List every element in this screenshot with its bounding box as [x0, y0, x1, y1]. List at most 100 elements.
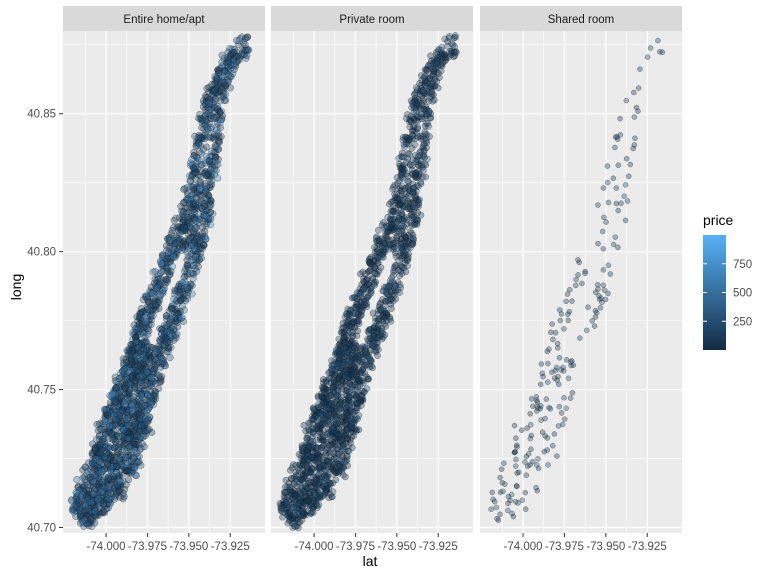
- data-point: [577, 335, 583, 341]
- data-point: [142, 337, 150, 346]
- data-point: [98, 487, 106, 496]
- data-point: [115, 375, 123, 383]
- x-tick-label: -73.950: [586, 541, 625, 553]
- data-point: [156, 335, 164, 344]
- data-point: [561, 395, 567, 401]
- data-point: [104, 483, 112, 491]
- data-point: [78, 518, 86, 526]
- data-point: [489, 489, 496, 496]
- data-point: [513, 456, 519, 463]
- data-point: [201, 202, 209, 211]
- data-point: [414, 124, 422, 131]
- data-point: [394, 286, 401, 294]
- data-point: [309, 509, 317, 517]
- data-point: [303, 496, 310, 504]
- data-point: [612, 144, 618, 151]
- data-point: [592, 289, 599, 296]
- data-point: [523, 472, 530, 478]
- data-point: [314, 454, 321, 462]
- data-point: [156, 374, 164, 382]
- data-point: [394, 179, 401, 187]
- data-point: [411, 94, 419, 102]
- data-point: [336, 405, 344, 413]
- data-point: [566, 308, 573, 315]
- data-point: [91, 507, 99, 515]
- data-point: [294, 472, 301, 480]
- data-point: [524, 425, 530, 431]
- data-point: [135, 457, 143, 465]
- data-point: [557, 317, 564, 324]
- data-point: [135, 320, 144, 328]
- data-point: [497, 511, 503, 518]
- data-point: [622, 217, 629, 224]
- x-tick-label: -73.975: [545, 541, 584, 553]
- data-point: [341, 372, 349, 380]
- data-point: [304, 441, 312, 449]
- data-point: [398, 149, 406, 157]
- data-point: [159, 358, 167, 366]
- y-tick-label: 40.70: [27, 522, 56, 534]
- data-point: [72, 504, 80, 512]
- data-point: [537, 381, 544, 388]
- data-point: [424, 119, 432, 127]
- data-point: [591, 323, 598, 329]
- data-point: [163, 255, 171, 263]
- data-point: [538, 361, 545, 367]
- data-point: [355, 351, 362, 359]
- data-point: [624, 198, 631, 204]
- data-point: [564, 291, 571, 297]
- data-point: [81, 463, 89, 471]
- data-point: [120, 359, 128, 367]
- data-point: [514, 444, 520, 450]
- data-point: [442, 56, 450, 63]
- data-point: [208, 147, 216, 155]
- data-point: [388, 274, 396, 282]
- data-point: [224, 53, 232, 61]
- data-point: [106, 422, 114, 430]
- data-point: [597, 305, 604, 311]
- data-point: [186, 177, 194, 185]
- data-point: [371, 249, 379, 256]
- data-point: [375, 226, 382, 234]
- data-point: [276, 500, 284, 507]
- data-point: [354, 378, 361, 386]
- data-point: [613, 200, 620, 207]
- data-point: [338, 324, 346, 332]
- data-point: [491, 498, 498, 505]
- data-point: [180, 224, 188, 232]
- data-point: [573, 276, 579, 283]
- data-point: [345, 447, 353, 455]
- data-point: [171, 286, 179, 294]
- data-point: [215, 68, 223, 76]
- data-point: [103, 411, 111, 419]
- data-point: [131, 417, 139, 425]
- data-point: [330, 374, 338, 382]
- data-point: [357, 291, 364, 298]
- data-point: [395, 216, 403, 224]
- data-point: [659, 49, 666, 56]
- data-point: [213, 126, 221, 134]
- data-point: [512, 499, 519, 505]
- data-point: [647, 45, 654, 51]
- data-point: [561, 326, 567, 332]
- data-point: [128, 406, 136, 415]
- data-point: [134, 366, 142, 374]
- data-point: [600, 267, 607, 273]
- data-point: [372, 346, 380, 354]
- data-point: [575, 272, 581, 278]
- data-point: [372, 257, 380, 265]
- facet-strip-label: Private room: [339, 14, 404, 26]
- data-point: [106, 489, 114, 497]
- data-point: [383, 310, 391, 318]
- data-point: [392, 245, 400, 253]
- x-tick-label: -73.925: [211, 541, 250, 553]
- y-tick-label: 40.85: [27, 109, 56, 121]
- data-point: [204, 94, 212, 102]
- data-point: [558, 410, 565, 416]
- data-point: [195, 140, 203, 148]
- data-point: [488, 506, 494, 513]
- x-axis: -74.000 -73.975 -73.950 -73.925: [504, 533, 667, 553]
- y-tick-label: 40.75: [27, 385, 56, 397]
- data-point: [502, 481, 508, 487]
- data-point: [493, 504, 500, 511]
